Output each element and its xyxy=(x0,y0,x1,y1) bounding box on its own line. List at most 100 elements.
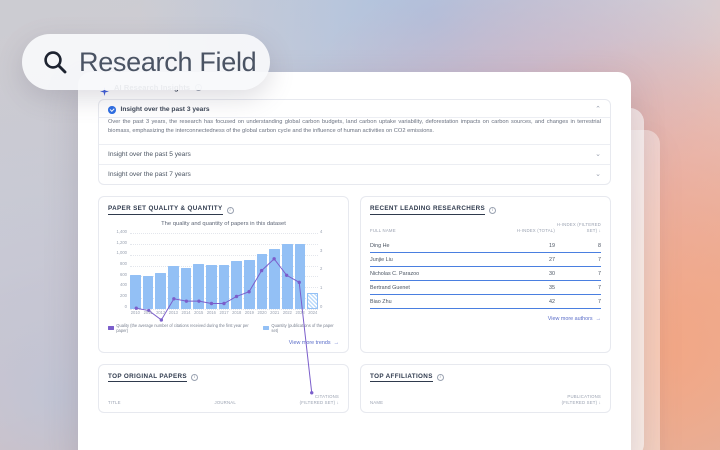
column-header-full-name[interactable]: FULL NAME xyxy=(370,227,396,233)
insight-label: Insight over the past 5 years xyxy=(108,151,191,159)
researcher-name[interactable]: Biao Zhu xyxy=(370,294,509,309)
bar-column xyxy=(142,233,154,309)
chevron-down-icon[interactable]: ⌄ xyxy=(595,150,601,158)
column-header-citations[interactable]: CITATIONS (FILTERED SET) ↓ xyxy=(293,391,339,406)
x-tick-label: 2022 xyxy=(282,309,292,315)
legend-label: Quantity (publications of the paper set) xyxy=(271,322,334,333)
card-title: TOP ORIGINAL PAPERS xyxy=(108,373,187,383)
search-field-pill[interactable]: Research Field xyxy=(22,34,270,90)
insight-item-7-years[interactable]: Insight over the past 7 years ⌄ xyxy=(99,165,610,184)
bar[interactable] xyxy=(269,249,281,309)
legend-item-quantity: Quantity (publications of the paper set) xyxy=(263,323,339,333)
h-index-total: 27 xyxy=(509,252,555,267)
x-tick-label: 2018 xyxy=(232,309,242,315)
bar[interactable] xyxy=(206,264,217,309)
bar-column xyxy=(244,233,255,309)
bar[interactable] xyxy=(218,264,230,309)
bar-column xyxy=(269,233,281,309)
recent-leading-researchers-card: RECENT LEADING RESEARCHERS i FULL NAME H… xyxy=(360,196,611,353)
card-header: RECENT LEADING RESEARCHERS i xyxy=(370,205,601,215)
card-title: PAPER SET QUALITY & QUANTITY xyxy=(108,205,223,215)
column-header-name[interactable]: NAME xyxy=(370,400,384,406)
card-header: TOP AFFILIATIONS i xyxy=(370,373,601,383)
info-icon[interactable]: i xyxy=(489,206,497,214)
h-index-filtered: 8 xyxy=(555,238,601,253)
insight-label: Insight over the past 3 years xyxy=(120,106,210,114)
bar[interactable] xyxy=(231,261,243,309)
x-tick-label: 2011 xyxy=(143,309,153,315)
column-header-label: CITATIONS (FILTERED SET) xyxy=(299,394,339,406)
table-header: TITLE JOURNAL CITATIONS (FILTERED SET) ↓ xyxy=(108,391,339,406)
researcher-name[interactable]: Junjie Liu xyxy=(370,252,509,267)
check-icon xyxy=(108,106,116,114)
bar[interactable] xyxy=(244,259,255,309)
plot-area xyxy=(130,232,319,395)
column-header-journal[interactable]: JOURNAL xyxy=(214,400,236,406)
bar[interactable] xyxy=(193,264,205,309)
x-tick-label: 2015 xyxy=(194,309,204,315)
legend-item-quality: Quality (the average number of citations… xyxy=(108,323,256,333)
cards-row-bottom: TOP ORIGINAL PAPERS i TITLE JOURNAL CITA… xyxy=(98,363,611,414)
researcher-name[interactable]: Bertrand Guenet xyxy=(370,280,509,295)
researcher-name[interactable]: Ding He xyxy=(370,238,509,253)
bar[interactable] xyxy=(142,276,154,309)
legend-swatch xyxy=(108,326,114,330)
bar[interactable] xyxy=(307,292,319,309)
card-footer: View more authors → xyxy=(370,316,601,322)
sort-arrow-icon: ↓ xyxy=(598,400,601,406)
table-row[interactable]: Bertrand Guenet 35 7 xyxy=(370,280,601,295)
top-original-papers-card: TOP ORIGINAL PAPERS i TITLE JOURNAL CITA… xyxy=(98,363,349,414)
y2-tick-label: 4 xyxy=(320,228,323,234)
insight-item-3-years[interactable]: Insight over the past 3 years ⌃ xyxy=(99,100,610,118)
x-tick-label: 2014 xyxy=(181,309,191,315)
bar[interactable] xyxy=(168,265,179,309)
x-tick-label: 2013 xyxy=(168,309,178,315)
insights-accordion: Insight over the past 3 years ⌃ Over the… xyxy=(98,99,611,186)
search-query-text: Research Field xyxy=(79,46,257,77)
bar-column xyxy=(294,233,306,309)
top-affiliations-table: NAME PUBLICATIONS (FILTERED SET) ↓ xyxy=(370,391,601,406)
column-header-title[interactable]: TITLE xyxy=(108,400,121,406)
h-index-total: 42 xyxy=(509,294,555,309)
info-icon[interactable]: i xyxy=(190,374,198,382)
h-index-total: 35 xyxy=(509,280,555,295)
bar[interactable] xyxy=(256,254,268,309)
bar[interactable] xyxy=(294,243,306,309)
column-header-h-index-filtered[interactable]: H-INDEX (FILTERED SET) ↓ xyxy=(555,222,601,239)
bar[interactable] xyxy=(155,273,167,309)
h-index-filtered: 7 xyxy=(555,294,601,309)
table-row[interactable]: Junjie Liu 27 7 xyxy=(370,252,601,267)
x-axis: 2010 2011 2012 2013 2014 2015 2016 2017 2018 2019… xyxy=(130,310,318,322)
card-title: TOP AFFILIATIONS xyxy=(370,373,433,383)
bar-series xyxy=(130,233,319,309)
bar-column xyxy=(307,233,319,309)
bar[interactable] xyxy=(130,275,141,309)
x-tick-label: 2024 xyxy=(308,309,318,315)
table-row[interactable]: Ding He 19 8 xyxy=(370,238,601,253)
view-more-trends-link[interactable]: View more trends → xyxy=(289,340,339,346)
table-row[interactable]: Biao Zhu 42 7 xyxy=(370,294,601,309)
table-header: NAME PUBLICATIONS (FILTERED SET) ↓ xyxy=(370,391,601,406)
insight-item-5-years[interactable]: Insight over the past 5 years ⌄ xyxy=(99,145,610,166)
table-row[interactable]: Nicholas C. Parazoo 30 7 xyxy=(370,266,601,281)
paper-set-quality-quantity-card: PAPER SET QUALITY & QUANTITY i The quali… xyxy=(98,196,349,395)
bar-column xyxy=(193,233,205,309)
bar[interactable] xyxy=(180,267,192,309)
researchers-table-body: Ding He 19 8 Junjie Liu 27 7 Nicholas C. Paraz… xyxy=(370,238,601,309)
view-more-authors-link[interactable]: View more authors → xyxy=(548,316,601,322)
bar-column xyxy=(256,233,268,309)
info-icon[interactable]: i xyxy=(226,206,234,214)
column-header-publications[interactable]: PUBLICATIONS (FILTERED SET) ↓ xyxy=(555,391,601,406)
insight-body-3-years: Over the past 3 years, the research has … xyxy=(99,118,610,146)
h-index-total: 19 xyxy=(509,238,555,253)
chevron-down-icon[interactable]: ⌄ xyxy=(595,170,601,178)
x-tick-label: 2016 xyxy=(206,309,216,315)
info-icon[interactable]: i xyxy=(436,374,444,382)
column-header-h-index-total[interactable]: H-INDEX (TOTAL) xyxy=(516,227,555,233)
column-header-label: H-INDEX (FILTERED SET) xyxy=(556,221,601,233)
chevron-up-icon[interactable]: ⌃ xyxy=(595,105,601,113)
x-tick-label: 2023 xyxy=(295,309,305,315)
sort-arrow-icon: ↓ xyxy=(336,400,339,406)
researcher-name[interactable]: Nicholas C. Parazoo xyxy=(370,266,509,281)
legend-label: Quality (the average number of citations… xyxy=(116,322,249,333)
